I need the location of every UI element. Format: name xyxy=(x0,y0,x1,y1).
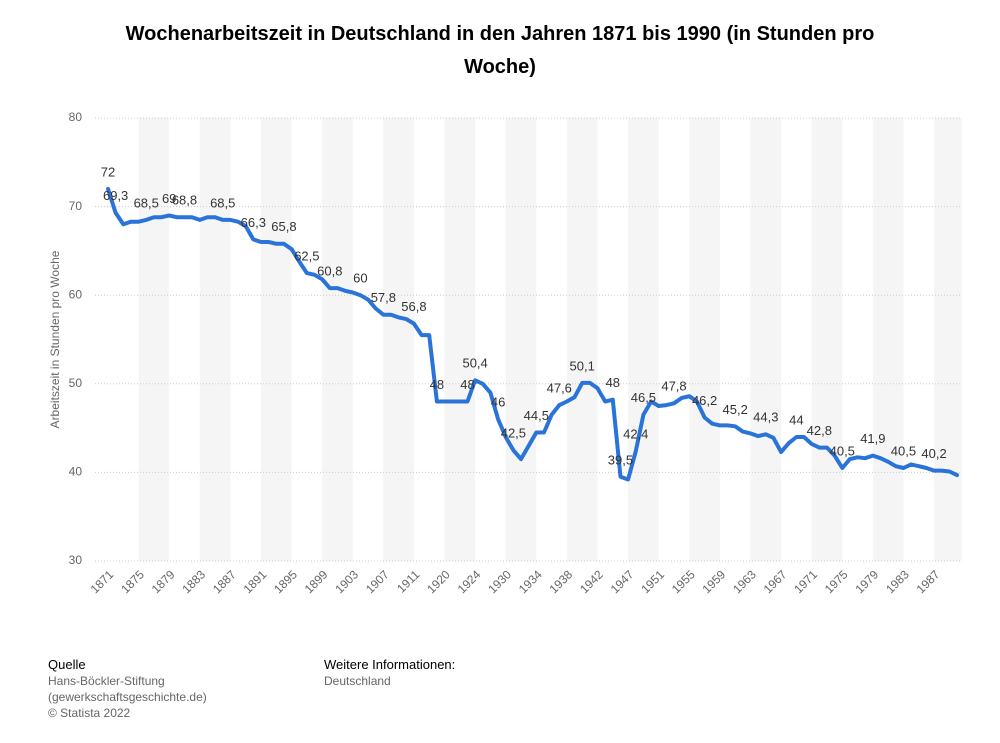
x-tick-label: 1971 xyxy=(791,567,820,596)
data-label: 40,5 xyxy=(891,443,916,458)
info-line: Deutschland xyxy=(324,674,391,688)
data-label: 48 xyxy=(606,375,620,390)
x-tick-label: 1975 xyxy=(822,567,851,596)
x-tick-label: 1891 xyxy=(241,567,270,596)
y-tick-label: 50 xyxy=(69,376,83,390)
y-tick-label: 30 xyxy=(69,553,83,567)
line xyxy=(106,186,959,482)
band xyxy=(689,118,720,561)
band xyxy=(383,118,414,561)
x-tick-label: 1883 xyxy=(179,567,208,596)
x-tick-label: 1938 xyxy=(547,567,576,596)
x-tick-label: 1947 xyxy=(608,567,637,596)
data-label: 47,8 xyxy=(661,379,686,394)
x-tick-label: 1983 xyxy=(883,567,912,596)
data-label: 44 xyxy=(789,412,803,427)
band xyxy=(872,118,904,561)
x-tick-label: 1924 xyxy=(455,567,484,596)
band xyxy=(934,118,962,561)
band xyxy=(628,118,659,561)
band xyxy=(566,118,598,561)
data-label: 68,5 xyxy=(134,195,159,210)
source-line: (gewerkschaftsgeschichte.de) xyxy=(48,690,207,704)
data-label: 40,5 xyxy=(830,443,855,458)
data-label: 62,5 xyxy=(294,248,319,263)
data-label: 42,8 xyxy=(807,423,832,438)
data-label: 66,3 xyxy=(241,215,266,230)
x-tick-label: 1959 xyxy=(699,567,728,596)
data-label: 39,5 xyxy=(608,452,633,467)
source-heading: Quelle xyxy=(48,657,86,672)
data-label: 46,5 xyxy=(631,390,656,405)
x-tick-label: 1967 xyxy=(761,567,790,596)
band xyxy=(260,118,292,561)
data-label: 69 xyxy=(162,191,176,206)
x-tick-label: 1963 xyxy=(730,567,759,596)
source-line: © Statista 2022 xyxy=(48,706,131,720)
data-label: 68,8 xyxy=(172,193,197,208)
data-label: 46,2 xyxy=(692,393,717,408)
data-label: 60 xyxy=(353,271,367,286)
band xyxy=(138,118,170,561)
x-tick-label: 1920 xyxy=(424,567,453,596)
data-label: 45,2 xyxy=(723,402,748,417)
data-label: 69,3 xyxy=(103,188,128,203)
data-label: 68,5 xyxy=(210,195,235,210)
x-tick-label: 1987 xyxy=(914,567,943,596)
x-tick-label: 1942 xyxy=(577,567,606,596)
data-label: 44,3 xyxy=(753,410,778,425)
band xyxy=(199,118,231,561)
x-tick-label: 1895 xyxy=(271,567,300,596)
y-tick-label: 70 xyxy=(69,199,83,213)
x-tick-label: 1871 xyxy=(88,567,117,596)
data-label: 42,4 xyxy=(623,427,648,442)
x-tick-label: 1930 xyxy=(485,567,514,596)
data-label: 50,4 xyxy=(462,356,487,371)
chart-title: Wochenarbeitszeit in Deutschland in den … xyxy=(125,23,875,78)
y-tick-label: 60 xyxy=(69,287,83,301)
x-tick-label: 1934 xyxy=(516,567,545,596)
band xyxy=(444,118,476,561)
data-label: 40,2 xyxy=(921,446,946,461)
info-heading: Weitere Informationen: xyxy=(324,657,456,672)
x-tick-label: 1875 xyxy=(118,567,147,596)
band xyxy=(750,118,782,561)
data-label: 57,8 xyxy=(371,290,396,305)
x-tick-label: 1879 xyxy=(149,567,178,596)
data-label: 47,6 xyxy=(547,381,572,396)
data-label: 56,8 xyxy=(401,299,426,314)
x-tick-label: 1887 xyxy=(210,567,239,596)
x-tick-label: 1911 xyxy=(394,567,422,595)
band xyxy=(322,118,353,561)
data-label: 46 xyxy=(491,395,505,410)
y-tick-label: 80 xyxy=(69,110,83,124)
data-label: 65,8 xyxy=(271,219,296,234)
info: Weitere Informationen: Deutschland xyxy=(324,657,455,689)
y-axis-label: Arbeitszeit in Stunden pro Woche xyxy=(48,250,62,428)
source: Quelle Hans-Böckler-Stiftung (gewerkscha… xyxy=(48,657,207,721)
data-label: 44,5 xyxy=(524,408,549,423)
data-label: 42,5 xyxy=(501,426,526,441)
x-tick-label: 1903 xyxy=(332,567,361,596)
source-line: Hans-Böckler-Stiftung xyxy=(48,674,165,688)
data-label: 60,8 xyxy=(317,264,342,279)
data-label: 72 xyxy=(101,164,115,179)
data-label: 48 xyxy=(460,377,474,392)
data-label: 50,1 xyxy=(570,358,595,373)
band xyxy=(811,118,843,561)
x-tick-label: 1907 xyxy=(363,567,392,596)
x-tick-label: 1951 xyxy=(638,567,667,596)
data-label: 41,9 xyxy=(860,431,885,446)
y-tick-label: 40 xyxy=(69,465,83,479)
band xyxy=(505,118,537,561)
x-tick-label: 1899 xyxy=(302,567,331,596)
data-label: 48 xyxy=(430,377,444,392)
x-tick-label: 1955 xyxy=(669,567,698,596)
x-tick-label: 1979 xyxy=(852,567,881,596)
